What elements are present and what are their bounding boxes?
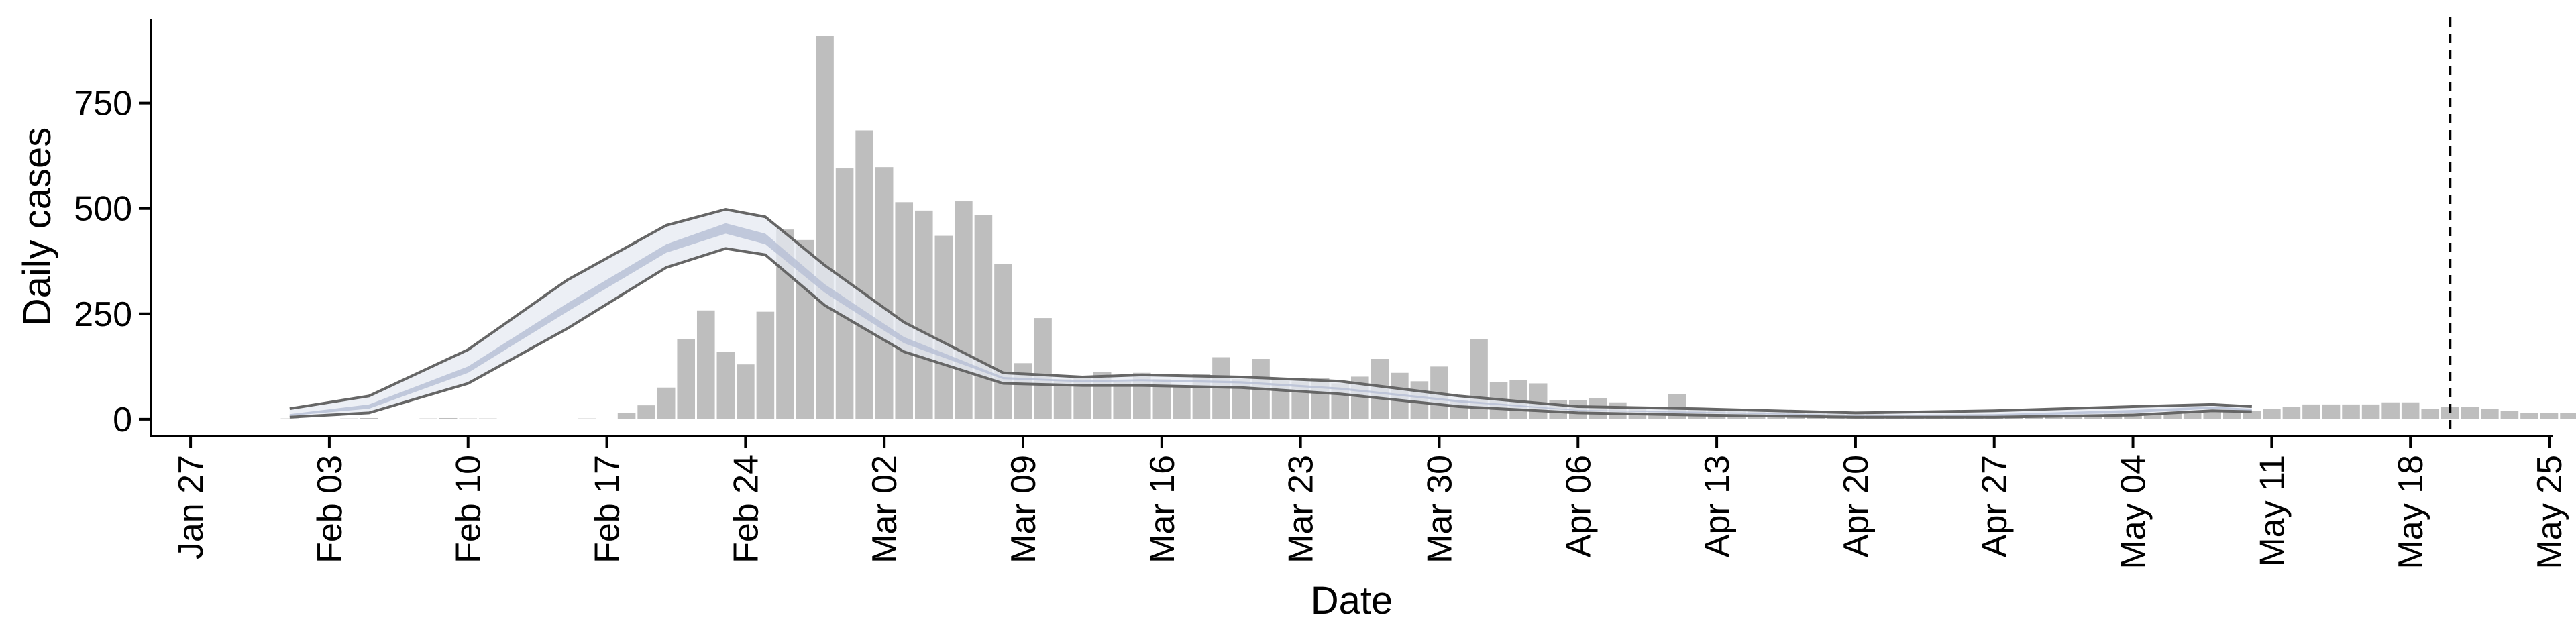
- daily-case-bar: [2381, 402, 2400, 419]
- x-tick-label: Apr 06: [1559, 455, 1598, 557]
- daily-case-bar: [737, 364, 755, 419]
- daily-case-bar: [637, 405, 655, 419]
- x-tick-label: Feb 03: [311, 455, 350, 564]
- daily-case-bar: [955, 201, 973, 419]
- axes: [150, 19, 2553, 437]
- daily-case-bar: [1113, 381, 1132, 419]
- daily-case-bar: [617, 413, 636, 419]
- x-tick-label: Feb 17: [588, 455, 627, 564]
- x-ticks: Jan 27 Feb 03 Feb 10 Feb 17 Feb 24 Mar 02 Mar …: [172, 436, 2569, 570]
- daily-case-bar: [2481, 409, 2499, 419]
- daily-case-bar: [657, 387, 676, 419]
- daily-case-bar: [934, 235, 953, 419]
- x-tick-label: May 18: [2392, 455, 2430, 570]
- daily-case-bar: [1014, 363, 1032, 419]
- daily-case-bar: [914, 210, 933, 419]
- outer-interval-band: [289, 209, 2252, 417]
- daily-case-bar: [756, 311, 775, 419]
- x-tick-label: Apr 27: [1976, 455, 2015, 557]
- daily-case-bar: [855, 130, 873, 419]
- daily-case-bar: [2163, 413, 2182, 419]
- x-axis-title: Date: [1311, 579, 1393, 623]
- daily-case-bar: [677, 339, 696, 419]
- x-tick-label: Jan 27: [172, 455, 211, 559]
- x-tick-label: Mar 16: [1143, 455, 1182, 564]
- x-tick-label: Mar 02: [865, 455, 904, 564]
- daily-case-bar: [2401, 402, 2420, 419]
- daily-case-bar: [2342, 404, 2360, 419]
- daily-case-bar: [2322, 404, 2341, 419]
- daily-case-bar: [816, 36, 834, 419]
- x-tick-label: Apr 20: [1837, 455, 1876, 557]
- daily-case-bar: [1034, 318, 1052, 419]
- daily-case-bar: [1173, 385, 1191, 419]
- y-tick-label: 500: [74, 190, 132, 229]
- daily-case-bar: [2361, 404, 2380, 419]
- daily-case-bar: [2500, 411, 2519, 419]
- daily-case-bar: [696, 310, 715, 419]
- daily-case-bar: [2540, 413, 2559, 419]
- daily-case-bar: [875, 167, 894, 419]
- x-tick-label: Mar 30: [1420, 455, 1459, 564]
- daily-case-bar: [2263, 409, 2281, 419]
- y-tick-label: 750: [74, 85, 132, 123]
- daily-case-bar: [2421, 409, 2440, 419]
- x-tick-label: May 04: [2114, 455, 2153, 570]
- x-tick-label: Mar 09: [1004, 455, 1043, 564]
- daily-case-bar: [439, 417, 458, 419]
- x-tick-label: Feb 10: [449, 455, 488, 564]
- daily-case-bar: [360, 417, 378, 419]
- daily-case-bar: [2302, 404, 2320, 419]
- daily-case-bar: [2282, 407, 2301, 419]
- daily-case-bar: [716, 352, 735, 419]
- lower-bound-line: [289, 247, 2252, 419]
- daily-case-bar: [2143, 413, 2162, 419]
- y-tick-label: 0: [113, 400, 132, 439]
- daily-case-bar: [2183, 413, 2202, 419]
- y-ticks: 0 250 500 750: [74, 85, 151, 439]
- daily-case-bar: [2222, 411, 2241, 419]
- daily-case-bar: [2520, 413, 2538, 419]
- daily-case-bar: [994, 264, 1012, 419]
- daily-case-bar: [2203, 411, 2222, 419]
- daily-case-bar: [895, 202, 914, 419]
- estimate-ribbon: [289, 207, 2252, 419]
- y-tick-label: 250: [74, 295, 132, 334]
- upper-bound-line: [289, 207, 2252, 415]
- daily-case-bar: [2461, 407, 2479, 419]
- x-tick-label: May 11: [2253, 455, 2292, 567]
- x-tick-label: Apr 13: [1698, 455, 1737, 557]
- x-tick-label: May 25: [2530, 455, 2569, 570]
- daily-case-bars: [260, 36, 2576, 419]
- daily-case-bar: [2560, 413, 2576, 419]
- daily-case-bar: [974, 215, 993, 419]
- x-tick-label: Feb 24: [727, 455, 765, 564]
- x-tick-label: Mar 23: [1282, 455, 1321, 564]
- y-axis-title: Daily cases: [15, 127, 59, 327]
